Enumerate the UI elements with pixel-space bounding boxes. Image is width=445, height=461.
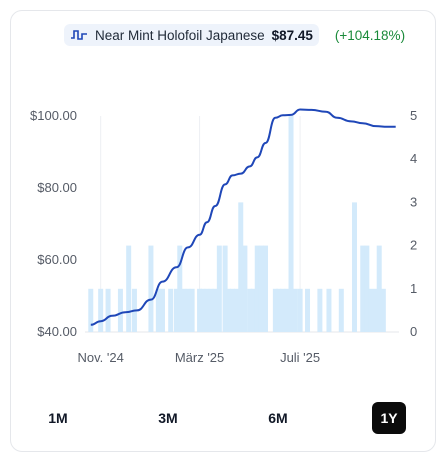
- volume-bar: [254, 245, 260, 332]
- volume-bar: [284, 288, 290, 332]
- volume-bar: [364, 245, 370, 332]
- range-selector: 1M 3M 6M 1Y: [36, 402, 406, 434]
- price-line: [90, 108, 396, 326]
- volume-bar: [317, 288, 323, 332]
- volume-bar: [88, 288, 94, 332]
- volume-bar: [234, 288, 240, 332]
- volume-bar: [338, 288, 344, 332]
- price-chart-card: [10, 10, 436, 452]
- volume-bar: [159, 288, 165, 332]
- volume-bar: [305, 288, 311, 332]
- volume-bar: [200, 288, 206, 332]
- volume-bar: [208, 288, 214, 332]
- legend-price: $87.45: [271, 27, 313, 43]
- volume-bar: [197, 288, 203, 332]
- volume-bar: [262, 245, 268, 332]
- x-tick-label: Nov. '24: [77, 350, 123, 365]
- volume-bar: [177, 245, 183, 332]
- legend-chip[interactable]: Near Mint Holofoil Japanese $87.45: [64, 24, 319, 46]
- volume-bar: [351, 202, 357, 332]
- volume-bar: [242, 245, 248, 332]
- y-left-tick-label: $60.00: [37, 252, 77, 267]
- volume-bar: [216, 245, 222, 332]
- volume-bar: [212, 288, 218, 332]
- volume-bar: [222, 245, 228, 332]
- y-left-tick-label: $40.00: [37, 324, 77, 339]
- volume-bar: [280, 288, 286, 332]
- y-right-tick-label: 0: [410, 324, 417, 339]
- volume-bar: [380, 288, 386, 332]
- chart-legend: Near Mint Holofoil Japanese $87.45 (+104…: [64, 24, 422, 46]
- y-right-tick-label: 1: [410, 281, 417, 296]
- volume-bar: [181, 288, 187, 332]
- volume-bar: [238, 202, 244, 332]
- volume-bar: [247, 288, 253, 332]
- range-button-1y[interactable]: 1Y: [372, 402, 406, 434]
- volume-bar: [155, 288, 161, 332]
- y-right-tick-label: 2: [410, 238, 417, 253]
- volume-bar: [168, 288, 174, 332]
- y-left-tick-label: $100.00: [30, 108, 77, 123]
- volume-bar: [368, 288, 374, 332]
- volume-bar: [297, 288, 303, 332]
- volume-bar: [126, 245, 132, 332]
- volume-bar: [225, 288, 231, 332]
- y-right-tick-label: 5: [410, 108, 417, 123]
- volume-bar: [326, 288, 332, 332]
- volume-bar: [258, 245, 264, 332]
- x-tick-label: Juli '25: [280, 350, 320, 365]
- volume-bar: [276, 288, 282, 332]
- axis-ticks: $40.00 $60.00 $80.00 $100.00 0 1 2 3 4 5 Nov. '24 M…: [30, 108, 417, 365]
- legend-series-name: Near Mint Holofoil Japanese: [95, 27, 265, 43]
- volume-bars: [88, 116, 386, 332]
- volume-bar: [105, 288, 111, 332]
- volume-bar: [373, 288, 379, 332]
- volume-bar: [376, 245, 382, 332]
- y-right-tick-label: 3: [410, 194, 417, 209]
- volume-bar: [250, 288, 256, 332]
- volume-bar: [288, 116, 294, 332]
- y-left-tick-label: $80.00: [37, 180, 77, 195]
- x-tick-label: März '25: [175, 350, 224, 365]
- volume-bar: [98, 288, 104, 332]
- volume-bar: [272, 288, 278, 332]
- volume-bar: [204, 288, 210, 332]
- volume-bar: [230, 288, 236, 332]
- volume-bar: [189, 288, 195, 332]
- legend-change: (+104.18%): [334, 27, 406, 43]
- range-button-1m[interactable]: 1M: [48, 410, 68, 426]
- volume-bar: [292, 288, 298, 332]
- range-button-6m[interactable]: 6M: [268, 410, 288, 426]
- range-button-3m[interactable]: 3M: [158, 410, 178, 426]
- price-line-group: [90, 108, 396, 326]
- line-chart-icon: [70, 28, 88, 42]
- volume-bar: [148, 245, 154, 332]
- y-right-tick-label: 4: [410, 151, 417, 166]
- volume-bar: [360, 245, 366, 332]
- volume-bar: [173, 288, 179, 332]
- volume-bar: [117, 288, 123, 332]
- volume-bar: [185, 288, 191, 332]
